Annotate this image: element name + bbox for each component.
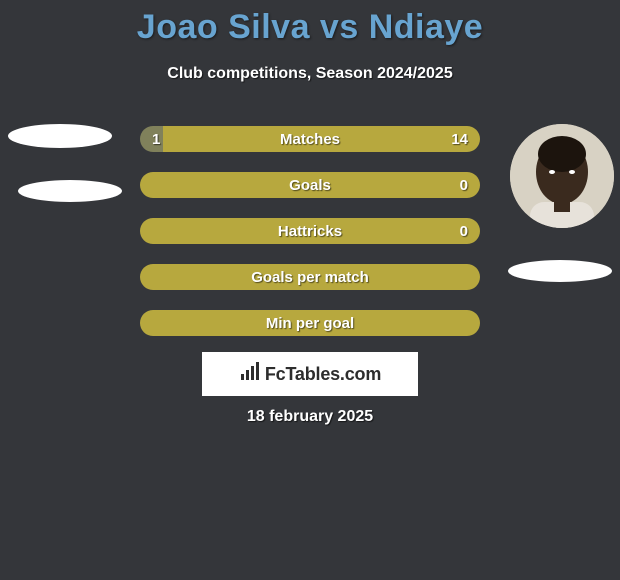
decorative-ellipse bbox=[508, 260, 612, 282]
bar-value-right: 14 bbox=[451, 126, 468, 152]
bar-value-right: 0 bbox=[460, 218, 468, 244]
stat-bar: Goals per match bbox=[140, 264, 480, 290]
bar-value-right: 0 bbox=[460, 172, 468, 198]
bar-value-left: 1 bbox=[152, 126, 160, 152]
comparison-subtitle: Club competitions, Season 2024/2025 bbox=[0, 65, 620, 83]
stat-bar: Min per goal bbox=[140, 310, 480, 336]
bar-label: Matches bbox=[140, 126, 480, 152]
player-right-avatar bbox=[510, 124, 614, 228]
bar-label: Goals bbox=[140, 172, 480, 198]
stat-bar: Matches1 14 bbox=[140, 126, 480, 152]
bar-label: Hattricks bbox=[140, 218, 480, 244]
decorative-ellipse bbox=[8, 124, 112, 148]
snapshot-date: 18 february 2025 bbox=[0, 408, 620, 426]
brand-badge: FcTables.com bbox=[202, 352, 418, 396]
stat-bar: Hattricks0 bbox=[140, 218, 480, 244]
comparison-title: Joao Silva vs Ndiaye bbox=[0, 0, 620, 47]
brand-text: FcTables.com bbox=[265, 364, 381, 385]
brand-logo-icon bbox=[239, 362, 263, 387]
bar-label: Goals per match bbox=[140, 264, 480, 290]
stat-bars: Matches114Goals0Hattricks0Goals per matc… bbox=[140, 126, 480, 356]
decorative-ellipse bbox=[18, 180, 122, 202]
bar-label: Min per goal bbox=[140, 310, 480, 336]
stat-bar: Goals0 bbox=[140, 172, 480, 198]
